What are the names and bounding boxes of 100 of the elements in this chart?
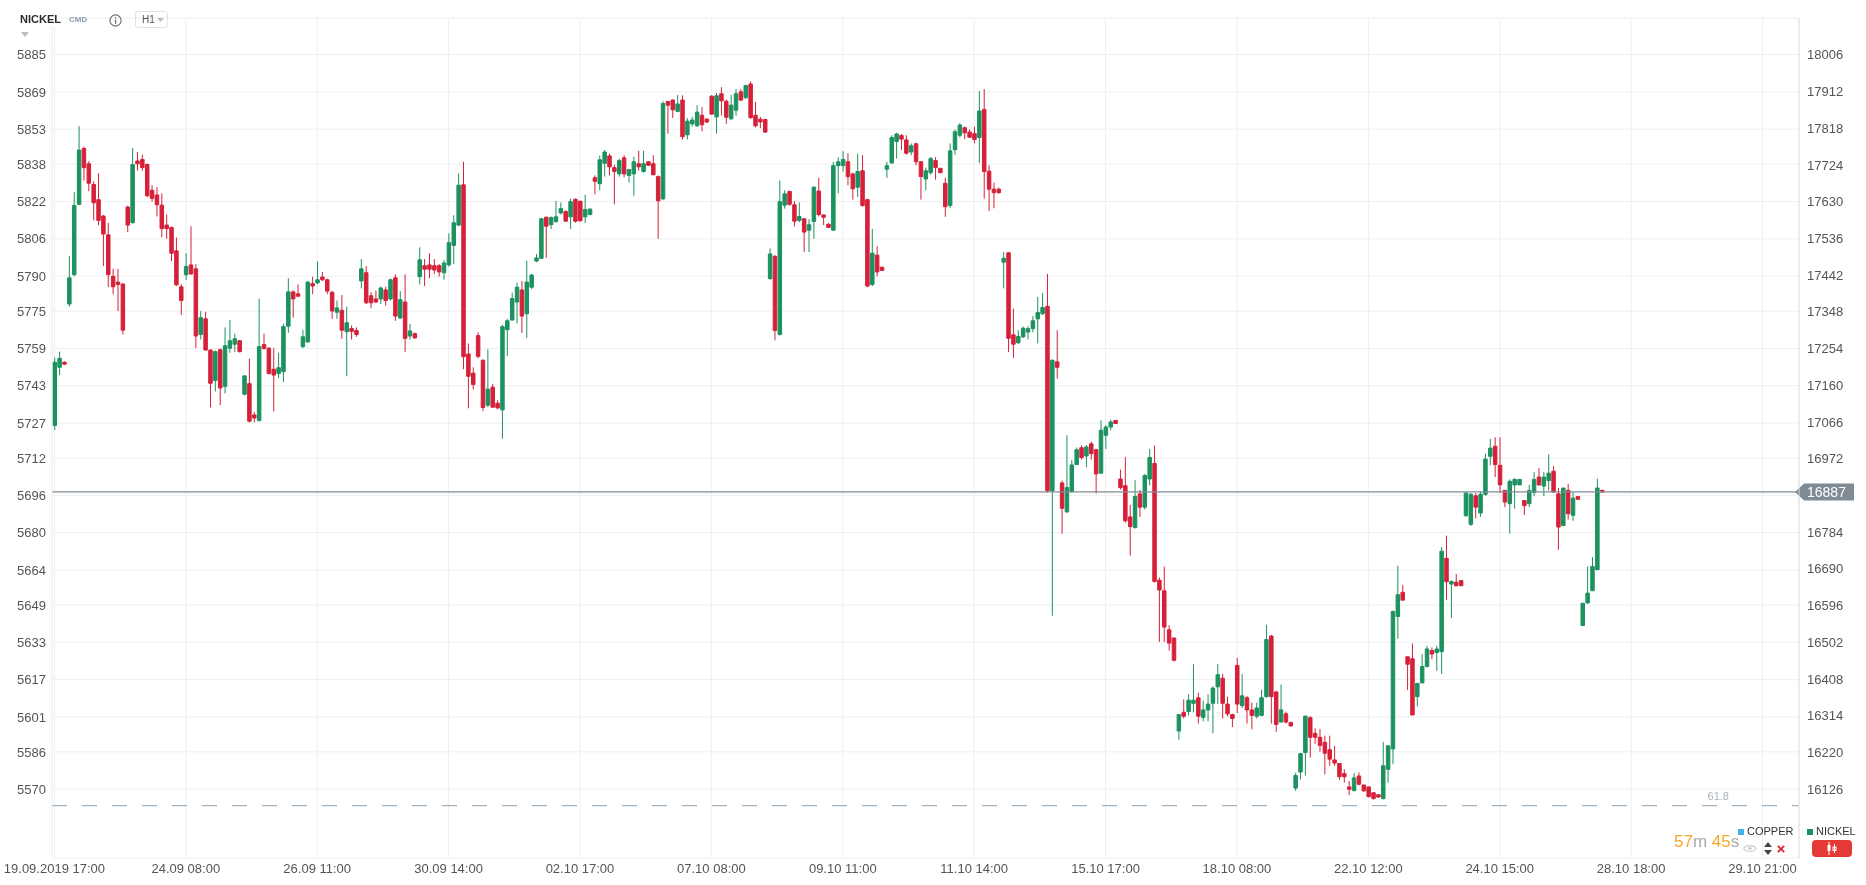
y-tick-label: 5696 bbox=[17, 487, 46, 503]
y-tick-label: 5806 bbox=[17, 231, 46, 247]
candlestick bbox=[1137, 489, 1143, 518]
candlestick bbox=[655, 174, 661, 240]
x-tick-label: 28.10 18:00 bbox=[1596, 861, 1666, 877]
candlestick bbox=[709, 94, 714, 116]
candlestick bbox=[1346, 780, 1352, 796]
candlestick bbox=[675, 94, 680, 113]
candlestick bbox=[719, 86, 724, 117]
candlestick bbox=[855, 153, 860, 198]
candlestick bbox=[1293, 772, 1298, 792]
candlestick bbox=[378, 285, 384, 305]
candlestick bbox=[724, 99, 729, 125]
y2-tick-label: 18006 bbox=[1807, 47, 1844, 63]
y2-tick-label: 17818 bbox=[1807, 120, 1844, 136]
candlestick bbox=[1176, 713, 1182, 741]
candlestick bbox=[1522, 500, 1527, 516]
annotation: 61.8 bbox=[1706, 789, 1729, 803]
x-tick-label: 19.09.2019 17:00 bbox=[3, 861, 106, 877]
candlestick bbox=[870, 228, 875, 287]
candlestick bbox=[1351, 772, 1357, 793]
candlestick bbox=[62, 360, 67, 366]
x-tick-label: 24.10 15:00 bbox=[1465, 861, 1535, 877]
y2-tick-label: 16408 bbox=[1807, 671, 1844, 687]
candlestick bbox=[636, 150, 641, 172]
y2-tick-label: 16972 bbox=[1807, 451, 1844, 467]
y-tick-label: 5822 bbox=[17, 194, 46, 210]
candlestick bbox=[1264, 624, 1269, 699]
candlestick bbox=[908, 142, 914, 156]
y-tick-label: 5680 bbox=[17, 525, 46, 541]
chart-title: NICKEL bbox=[20, 13, 61, 26]
candlestick bbox=[1497, 436, 1503, 494]
y2-tick-label: 16220 bbox=[1807, 745, 1844, 761]
y2-tick-label: 17066 bbox=[1807, 414, 1844, 430]
candlestick bbox=[943, 177, 948, 218]
candlestick bbox=[1084, 444, 1089, 468]
candlestick bbox=[417, 246, 422, 285]
candlestick bbox=[563, 210, 568, 223]
y-tick-label: 5869 bbox=[17, 84, 46, 100]
candlestick bbox=[1059, 480, 1065, 535]
y-tick-label: 5853 bbox=[17, 121, 46, 137]
x-tick-label: 29.10 21:00 bbox=[1728, 861, 1797, 877]
candlestick bbox=[344, 306, 349, 377]
candlestick bbox=[1181, 698, 1186, 720]
candlestick bbox=[475, 331, 481, 359]
candlestick bbox=[544, 215, 549, 259]
candlestick bbox=[213, 349, 218, 393]
candlestick bbox=[1561, 487, 1566, 527]
candlestick bbox=[1239, 673, 1245, 709]
candlestick bbox=[1575, 496, 1581, 500]
candlestick bbox=[363, 265, 369, 305]
y2-tick-label: 17724 bbox=[1807, 157, 1844, 173]
candlestick bbox=[334, 299, 340, 320]
annotation: 57m 45s bbox=[1674, 832, 1740, 851]
x-tick-label: 26.09 11:00 bbox=[283, 861, 352, 877]
y2-tick-label: 16596 bbox=[1807, 598, 1844, 614]
candlestick bbox=[130, 147, 135, 225]
candlestick bbox=[1565, 483, 1571, 521]
candlestick bbox=[582, 194, 588, 224]
candlestick bbox=[1113, 419, 1118, 425]
candlestick bbox=[1045, 273, 1050, 494]
candlestick bbox=[1132, 479, 1138, 530]
candlestick bbox=[1235, 657, 1240, 714]
candlestick bbox=[1196, 692, 1201, 725]
candlestick bbox=[514, 282, 520, 325]
candlestick bbox=[519, 280, 525, 334]
candlestick bbox=[67, 255, 72, 308]
candlestick bbox=[938, 167, 943, 174]
candlestick bbox=[1507, 478, 1513, 535]
candlestick bbox=[402, 273, 408, 353]
candlestick bbox=[592, 174, 598, 195]
candlestick bbox=[641, 150, 646, 174]
candlestick bbox=[1429, 646, 1435, 660]
candlestick bbox=[393, 273, 398, 322]
candlestick bbox=[524, 260, 530, 339]
y-tick-label: 5790 bbox=[17, 268, 46, 284]
y-tick-label: 5649 bbox=[17, 597, 46, 613]
y-tick-label: 5727 bbox=[17, 415, 46, 431]
candlestick bbox=[1570, 491, 1576, 522]
candlestick bbox=[797, 201, 802, 223]
candlestick bbox=[699, 106, 705, 132]
y-tick-label: 5775 bbox=[17, 303, 46, 319]
y2-tick-label: 17630 bbox=[1807, 194, 1844, 210]
candlestick bbox=[1001, 251, 1006, 289]
candlestick bbox=[743, 84, 749, 100]
candlestick bbox=[621, 154, 627, 178]
candlestick bbox=[179, 283, 184, 316]
dropdown: H1 bbox=[135, 11, 168, 28]
y-tick-label: 5885 bbox=[17, 47, 46, 63]
candlestick bbox=[125, 205, 130, 233]
candlestick bbox=[801, 217, 807, 253]
x-tick-label: 15.10 17:00 bbox=[1071, 861, 1140, 877]
y2-tick-label: 16784 bbox=[1807, 524, 1844, 540]
y2-tick-label: 17254 bbox=[1807, 341, 1844, 357]
candlestick bbox=[1283, 710, 1289, 725]
candlestick bbox=[1473, 492, 1478, 519]
candlestick bbox=[665, 100, 671, 135]
candlestick bbox=[694, 104, 700, 128]
x-tick-label: 24.09 08:00 bbox=[151, 861, 221, 877]
chart-subtitle: CMD bbox=[69, 15, 88, 25]
